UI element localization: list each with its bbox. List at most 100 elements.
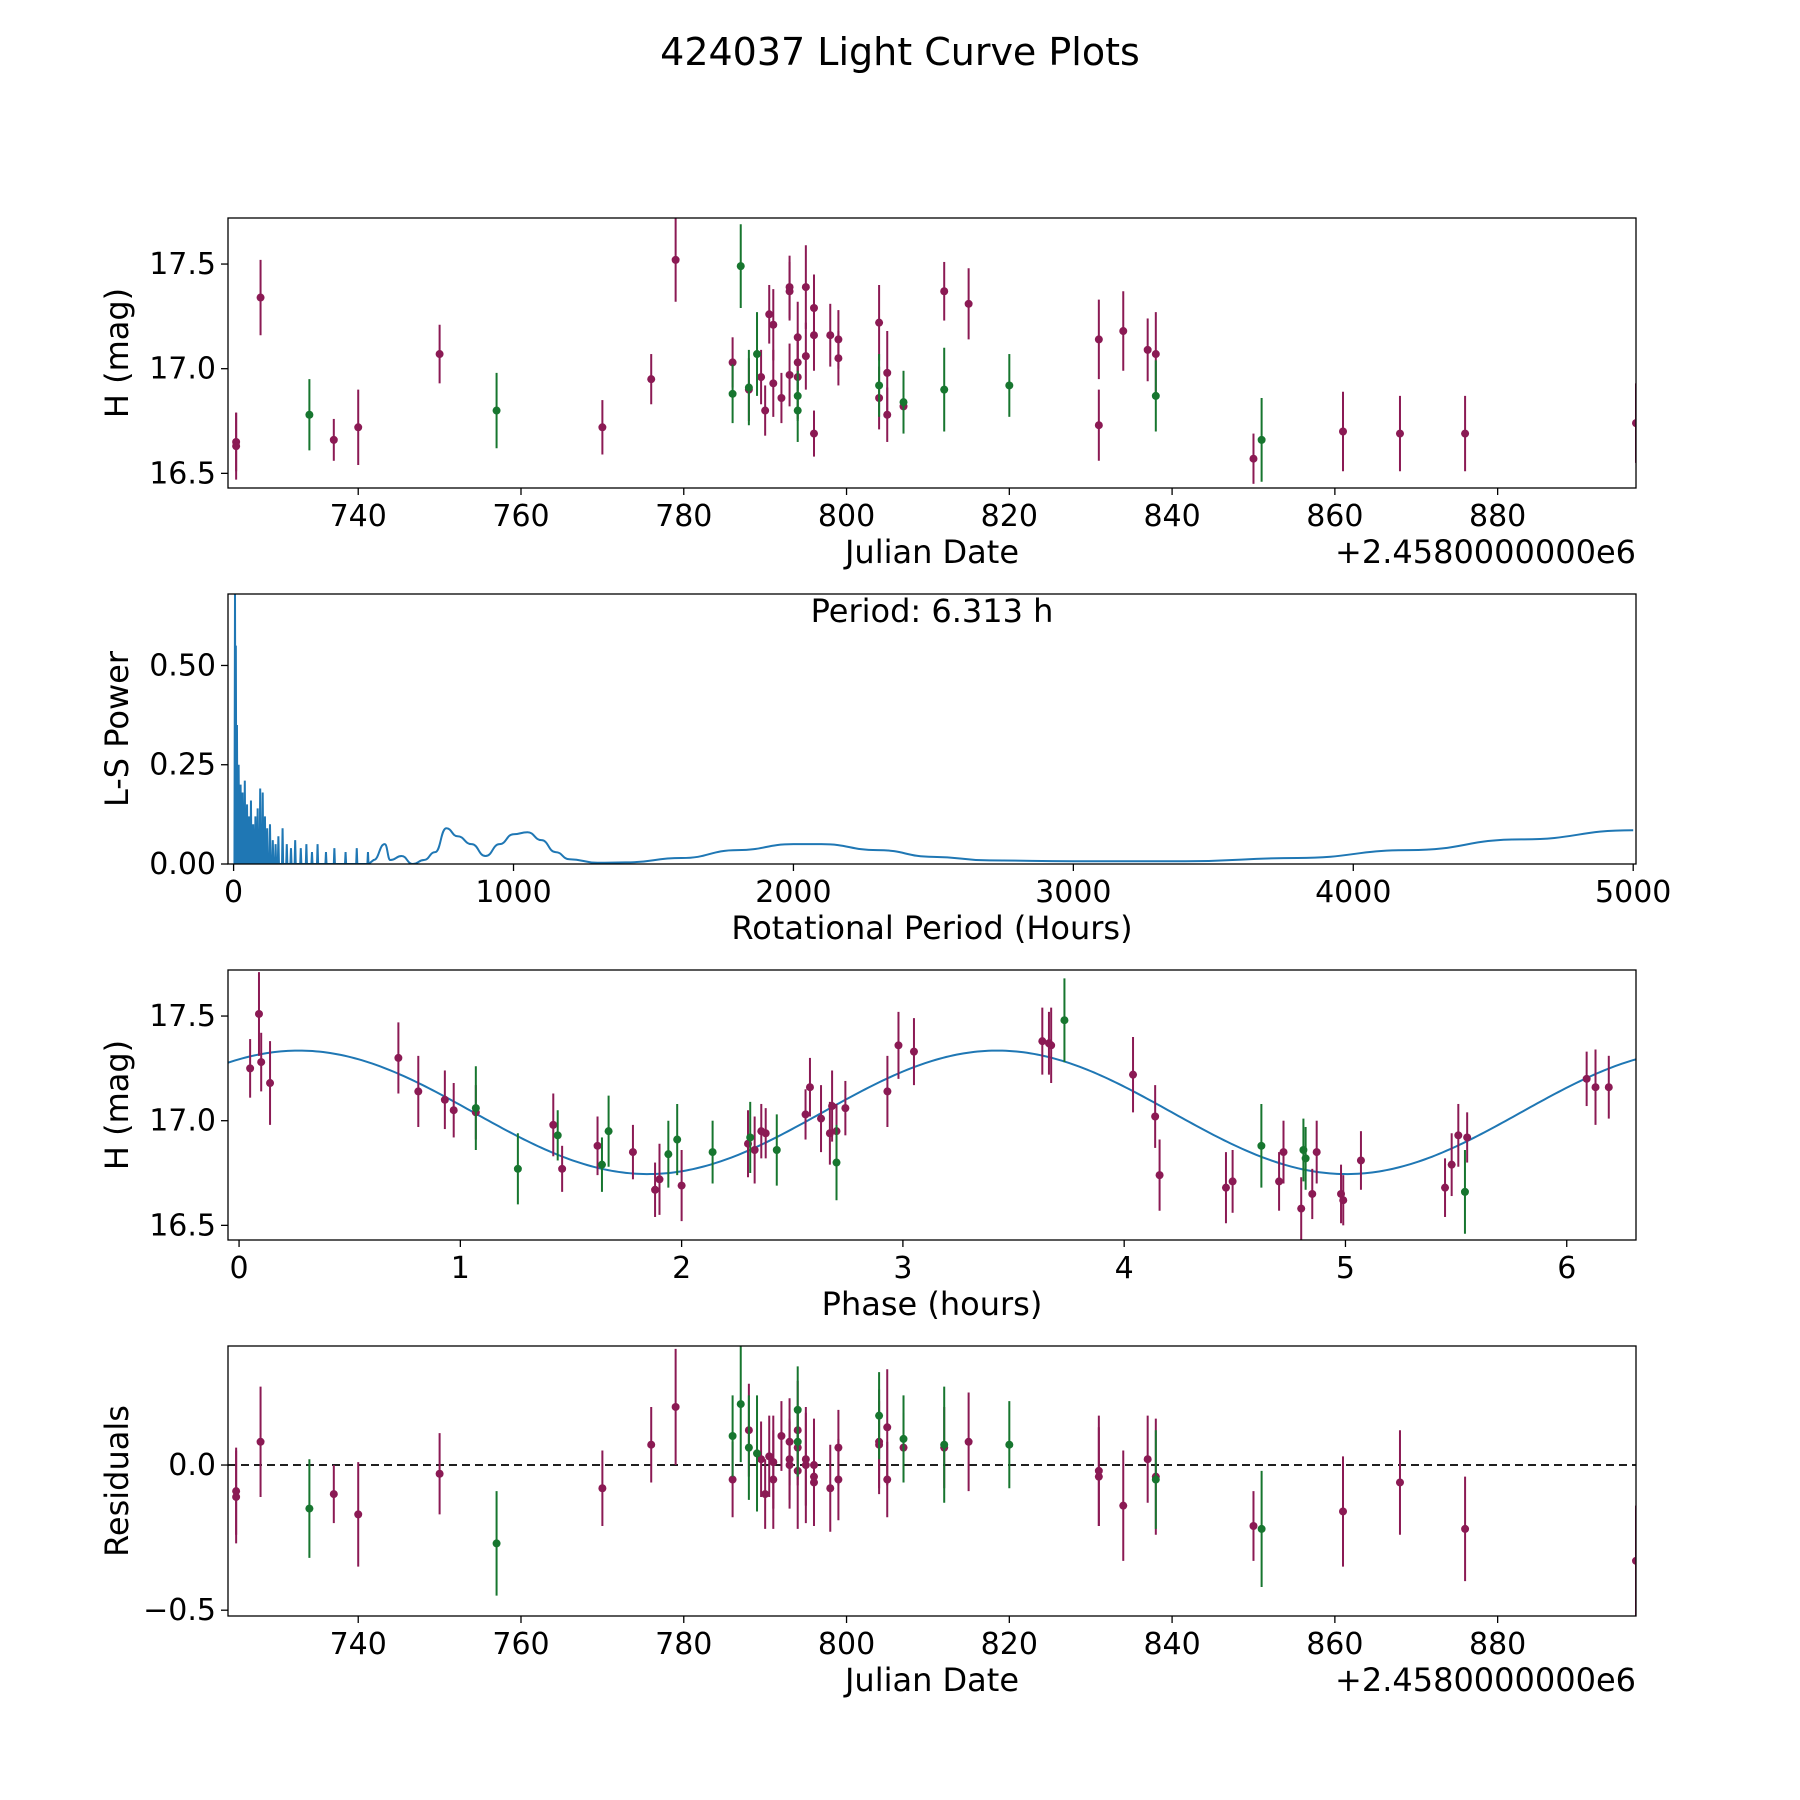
data-point [875,318,884,327]
model-curve [228,1049,1636,1176]
data-point [875,381,884,390]
plot-area [232,218,1636,484]
data-point [1005,381,1014,390]
x-tick-label: 860 [1306,1627,1363,1662]
data-point [354,423,363,432]
data-point [828,1102,837,1111]
y-tick-label: 0.25 [149,748,216,783]
data-point [1604,1083,1613,1092]
data-point [1060,1016,1069,1025]
x-tick-label: 3 [893,1251,912,1286]
data-point [1151,350,1160,359]
data-point [492,406,501,415]
data-point [1249,1522,1258,1530]
data-point [809,1478,818,1487]
data-point [777,1432,786,1440]
data-point [513,1164,522,1173]
data-point [414,1087,423,1096]
data-point [1308,1189,1317,1198]
data-point [1312,1148,1321,1157]
data-point [549,1120,558,1129]
y-axis-title: L-S Power [98,650,136,807]
x-tick-label: 0 [230,1251,249,1286]
data-point [1228,1177,1237,1186]
x-tick-label: 2 [672,1251,691,1286]
data-point [1047,1041,1056,1050]
data-point [834,335,843,344]
data-point [899,1434,908,1443]
data-point [440,1095,449,1104]
series-g [305,1346,1266,1596]
data-point [769,320,778,329]
data-point [883,410,892,419]
data-point [744,383,753,392]
y-axis-title: H (mag) [98,1040,136,1170]
data-point [728,1475,737,1484]
data-point [761,1129,770,1138]
x-tick-label: 740 [330,499,387,534]
x-tick-label: 820 [981,499,1038,534]
data-point [708,1148,717,1157]
panel-periodogram: 0 1000 2000 3000 4000 5000 0.00 0.25 0.50 Rotatio… [98,592,1671,947]
data-point [1591,1083,1600,1092]
data-point [1151,391,1160,400]
data-point [899,398,908,407]
data-point [753,1449,762,1458]
data-point [232,1492,241,1501]
data-point [1297,1204,1306,1213]
data-point [817,1114,826,1123]
data-point [883,1423,892,1432]
data-point [256,1437,265,1446]
y-axis-title: H (mag) [98,288,136,418]
data-point [841,1104,850,1113]
x-tick-label: 3000 [1035,875,1111,910]
data-point [1632,419,1636,428]
data-point [1094,421,1103,430]
data-point [598,423,607,432]
x-axis-title: Phase (hours) [822,1285,1043,1323]
data-point [1129,1070,1138,1079]
x-tick-label: 0 [224,875,243,910]
axes-frame [227,217,1637,489]
data-point [964,1437,973,1446]
data-point [761,406,770,415]
data-point [736,262,745,271]
data-point [1143,345,1152,354]
data-point [673,1135,682,1144]
y-tick-label: 17.0 [149,352,216,387]
data-point [435,1469,444,1478]
x-tick-label: 800 [818,499,875,534]
data-point [256,293,265,302]
data-point [254,1009,263,1018]
data-point [894,1041,903,1050]
data-point [772,1146,781,1154]
data-point [785,370,794,379]
x-axis-title: Julian Date [843,533,1019,571]
data-point [750,1146,759,1154]
data-point [1279,1148,1288,1157]
data-point [883,1087,892,1096]
data-point [664,1150,673,1159]
x-tick-label: 1000 [475,875,551,910]
data-point [1221,1183,1230,1192]
plot-area [228,972,1636,1240]
data-point [598,1484,607,1493]
x-tick-label: 4 [1115,1251,1134,1286]
data-point [1441,1183,1450,1192]
plot-area [228,1346,1636,1616]
data-point [647,375,656,384]
data-point [793,406,802,415]
data-point [801,352,810,361]
x-tick-label: 760 [492,1627,549,1662]
panel-lightcurve: 740 760 780 800 820 840 860 880 16.5 17.0 17.5 Juli… [98,217,1637,571]
y-tick-label: −0.5 [143,1593,216,1628]
x-tick-label: 2000 [755,875,831,910]
data-point [1447,1160,1456,1169]
data-point [671,1402,680,1411]
data-point [826,331,835,340]
x-tick-label: 860 [1306,499,1363,534]
data-point [329,435,338,444]
data-point [1119,327,1128,336]
data-point [435,350,444,359]
data-point [257,1058,266,1067]
